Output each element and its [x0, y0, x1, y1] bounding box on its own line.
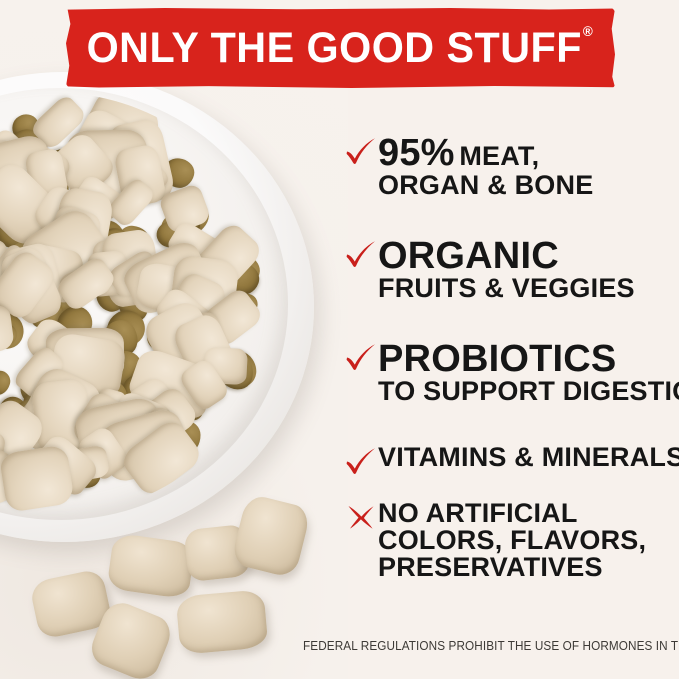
benefit-line: COLORS, FLAVORS,	[378, 527, 646, 554]
headline-text: ONLY THE GOOD STUFF®	[86, 23, 595, 72]
benefit-segment: VITAMINS & MINERALS	[378, 442, 679, 472]
benefit-item: ORGANIC FRUITS & VEGGIES	[344, 237, 635, 302]
headline-banner: ONLY THE GOOD STUFF®	[66, 8, 615, 88]
benefit-segment: 95%	[378, 132, 455, 174]
benefit-line: PROBIOTICS	[378, 340, 679, 378]
benefit-segment: PROBIOTICS	[378, 338, 617, 380]
product-photo	[0, 0, 348, 679]
benefit-text: NO ARTIFICIAL COLORS, FLAVORS, PRESERVATIV…	[378, 500, 646, 581]
benefit-segment: FRUITS & VEGGIES	[378, 273, 635, 303]
check-icon	[344, 340, 378, 374]
benefit-line: TO SUPPORT DIGESTION	[378, 378, 679, 405]
benefit-line: 95% MEAT,	[378, 134, 593, 172]
benefit-segment: ORGAN & BONE	[378, 170, 594, 200]
benefit-line: VITAMINS & MINERALS	[378, 444, 679, 471]
benefit-line: FRUITS & VEGGIES	[378, 275, 635, 302]
x-icon	[344, 500, 378, 534]
benefit-segment: COLORS, FLAVORS,	[378, 525, 647, 555]
benefit-line: PRESERVATIVES	[378, 554, 646, 581]
registered-trademark-icon: ®	[582, 23, 594, 40]
benefit-text: VITAMINS & MINERALS	[378, 444, 679, 471]
benefit-item: NO ARTIFICIAL COLORS, FLAVORS, PRESERVATIV…	[344, 500, 646, 581]
benefit-segment: MEAT,	[459, 141, 540, 171]
check-icon	[344, 134, 378, 168]
benefit-segment: ORGANIC	[378, 235, 559, 277]
benefit-line: ORGANIC	[378, 237, 635, 275]
check-icon	[344, 237, 378, 271]
check-icon	[344, 444, 378, 478]
headline-label: ONLY THE GOOD STUFF	[86, 23, 583, 72]
benefit-line: NO ARTIFICIAL	[378, 500, 646, 527]
benefits-list: 95% MEAT, ORGAN & BONE ORGANIC FRUITS & VEG…	[344, 134, 679, 604]
benefit-item: VITAMINS & MINERALS	[344, 444, 679, 478]
food-piece	[0, 368, 13, 398]
benefit-line: ORGAN & BONE	[378, 172, 593, 199]
benefit-text: 95% MEAT, ORGAN & BONE	[378, 134, 593, 199]
benefit-segment: PRESERVATIVES	[378, 552, 603, 582]
food-piece	[0, 444, 75, 514]
footnote-disclaimer: FEDERAL REGULATIONS PROHIBIT THE USE OF …	[303, 639, 679, 653]
benefit-text: ORGANIC FRUITS & VEGGIES	[378, 237, 635, 302]
benefit-segment: NO ARTIFICIAL	[378, 498, 578, 528]
loose-food-piece	[175, 589, 269, 655]
benefit-segment: TO SUPPORT DIGESTION	[378, 376, 679, 406]
benefit-item: 95% MEAT, ORGAN & BONE	[344, 134, 593, 199]
